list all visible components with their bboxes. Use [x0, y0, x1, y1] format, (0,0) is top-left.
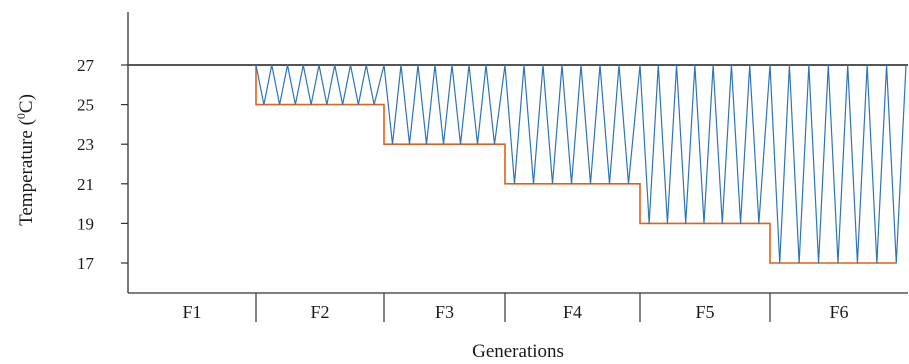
- generation-label: F3: [435, 302, 454, 322]
- generation-label: F1: [182, 302, 201, 322]
- generation-label: F5: [695, 302, 714, 322]
- x-axis-title: Generations: [472, 341, 564, 362]
- y-tick-label: 27: [77, 56, 95, 75]
- y-ticks: 27 25 23 21 19 17: [77, 56, 128, 273]
- generation-labels: F1 F2 F3 F4 F5 F6: [182, 302, 848, 322]
- y-tick-label: 21: [77, 175, 94, 194]
- axes: [128, 12, 908, 293]
- series-group: [128, 65, 908, 263]
- generation-dividers: [256, 293, 770, 322]
- y-tick-label: 17: [77, 254, 95, 273]
- generation-label: F4: [563, 302, 582, 322]
- fluctuating-temperature-line: [256, 65, 906, 263]
- y-tick-label: 19: [77, 214, 94, 233]
- y-axis-title-main: Temperature (: [16, 119, 37, 226]
- y-axis-title-end: C): [16, 94, 37, 113]
- generation-label: F6: [829, 302, 848, 322]
- generation-label: F2: [310, 302, 329, 322]
- y-tick-label: 23: [77, 135, 94, 154]
- y-tick-label: 25: [77, 96, 94, 115]
- y-axis-title: Temperature (0C): [14, 94, 37, 226]
